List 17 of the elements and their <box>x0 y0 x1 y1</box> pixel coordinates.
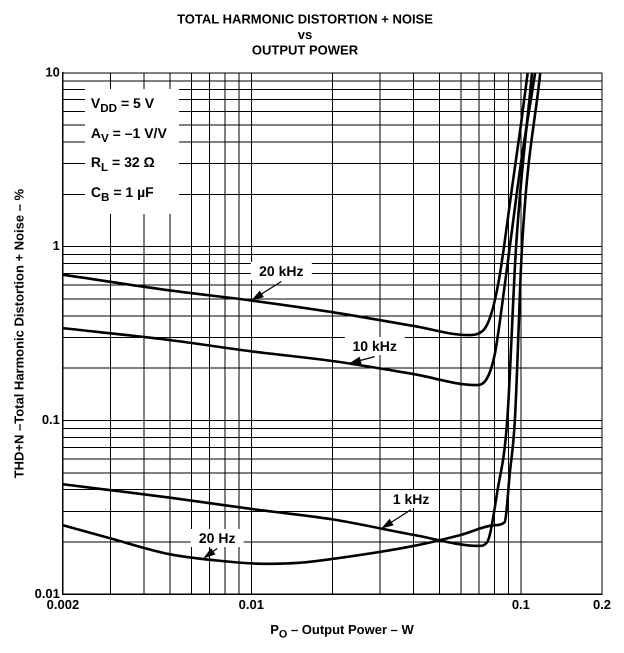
x-tick-label: 0.1 <box>512 596 530 612</box>
chart-title: TOTAL HARMONIC DISTORTION + NOISE vs OUTPUT POWER <box>177 11 434 58</box>
annotation: A$_{V}$ = –1 V/V <box>90 124 167 146</box>
y-tick-label: 1 <box>52 238 60 254</box>
annotation: C$_{B}$ = 1 µF <box>90 183 155 206</box>
series-label: 10 kHz <box>344 336 405 355</box>
x-axis-title: P$_{O}$ – Output Power – W <box>269 622 415 641</box>
series-label: 20 Hz <box>190 528 244 547</box>
series-label: 20 kHz <box>251 262 312 280</box>
annotation: R$_{L}$ = 32 Ω <box>90 153 156 176</box>
y-tick-label: 0.1 <box>42 412 60 428</box>
x-tick-label: 0.2 <box>592 596 612 612</box>
x-tick-label: 0.01 <box>238 596 264 612</box>
annotation: V$_{DD}$ = 5 V <box>90 94 156 117</box>
y-tick-label: 10 <box>45 64 60 80</box>
y-axis-title: THD+N –Total Harmonic Distortion + Noise – % <box>11 188 26 478</box>
series-label: 1 kHz <box>384 490 438 508</box>
